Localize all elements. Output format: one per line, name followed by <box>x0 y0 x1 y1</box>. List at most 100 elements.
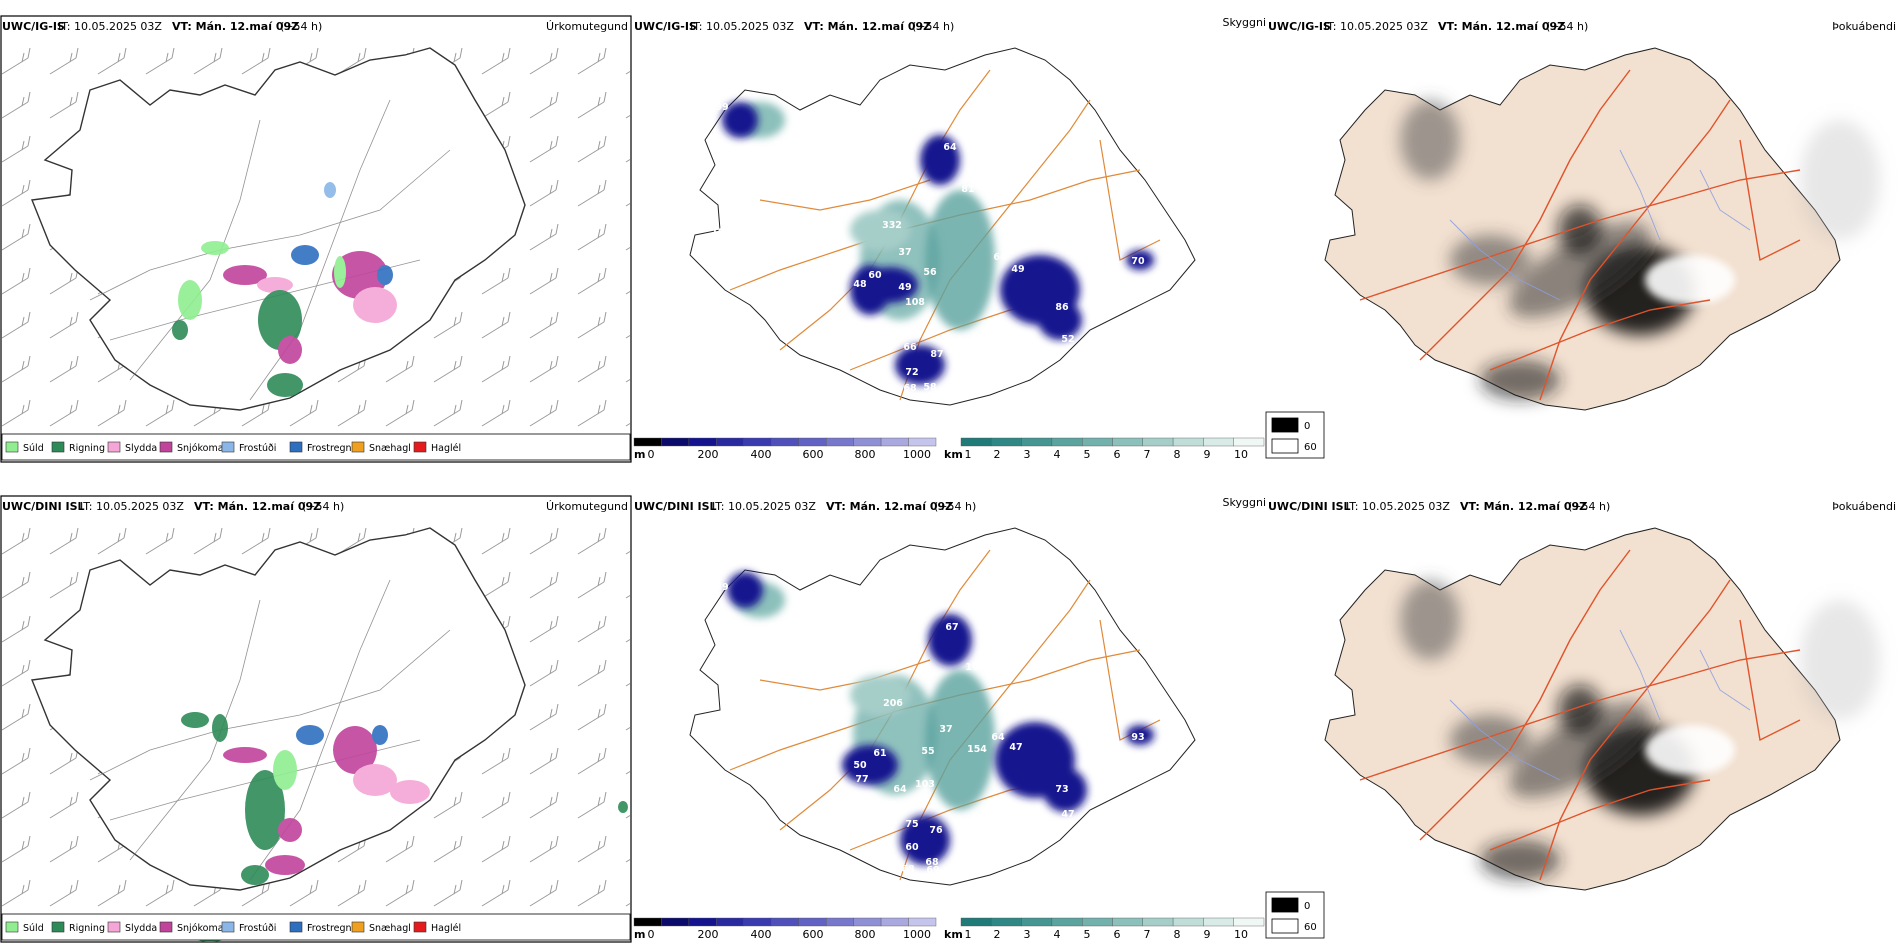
visibility-value: 64 <box>993 252 1007 263</box>
colorbar-unit: km <box>944 448 963 461</box>
precip-type-panel: Súld Rigning Slydda Snjókoma Frostúði Frostre… <box>0 495 632 943</box>
colorbar-segment <box>1172 917 1204 927</box>
colorbar-segment <box>661 917 690 927</box>
colorbar-tick: 1000 <box>903 448 931 461</box>
colorbar-segment <box>908 437 937 447</box>
visibility-value: 49 <box>898 282 911 293</box>
visibility-colorbar: km 1 2 3 4 5 6 7 8 9 10 <box>944 437 1265 461</box>
fog-panel: 0 60 <box>1265 527 1880 939</box>
colorbar-segment <box>1112 917 1143 927</box>
visibility-value: 103 <box>915 779 935 790</box>
colorbar-segment <box>1081 917 1113 927</box>
colorbar-segment <box>1142 917 1174 927</box>
visibility-value: 93 <box>1131 732 1144 743</box>
colorbar-tick: 800 <box>855 448 876 461</box>
fog-legend-swatch <box>1271 918 1299 934</box>
legend-swatch <box>159 921 173 933</box>
colorbar-segment <box>960 437 992 447</box>
iceland-outline <box>31 47 526 411</box>
colorbar-segment <box>798 917 827 927</box>
precip-legend: Súld Rigning Slydda Snjókoma Frostúði Frostre… <box>1 913 631 941</box>
colorbar-segment <box>771 917 799 927</box>
colorbar-segment <box>825 437 854 447</box>
colorbar-segment <box>1172 437 1204 447</box>
colorbar-tick: 3 <box>1024 928 1031 941</box>
visibility-value: 19 <box>803 238 816 249</box>
colorbar-tick: 6 <box>1114 928 1121 941</box>
colorbar-segment <box>908 917 937 927</box>
visibility-value: 86 <box>1055 302 1069 313</box>
legend-label: Slydda <box>125 923 157 934</box>
visibility-value: 48 <box>853 279 867 290</box>
colorbar-tick: 8 <box>1174 448 1181 461</box>
colorbar-tick: 600 <box>803 448 824 461</box>
visibility-value: 58 <box>923 382 937 393</box>
visibility-value: 73 <box>1055 784 1068 795</box>
panel-title-fog: Þokuábendi <box>1832 500 1896 513</box>
legend-swatch <box>107 921 121 933</box>
colorbar-tick: 2 <box>994 448 1001 461</box>
colorbar-tick: 400 <box>751 928 772 941</box>
valid-time: VT: Mán. 12.maí 09Z <box>826 500 953 513</box>
visibility-value: 50 <box>853 760 867 771</box>
precip-areas <box>172 182 397 397</box>
visibility-value: 37 <box>939 724 952 735</box>
colorbar-segment <box>1233 917 1265 927</box>
fog-legend-swatch <box>1271 417 1299 433</box>
colorbar-tick: 4 <box>1054 448 1061 461</box>
fog-legend-swatch <box>1271 897 1299 913</box>
legend-label: Frostúði <box>239 923 276 934</box>
colorbar-segment <box>743 437 772 447</box>
init-time: IT: 10.05.2025 03Z <box>80 500 184 513</box>
legend-swatch <box>413 921 427 933</box>
valid-time: VT: Mán. 12.maí 09Z <box>172 20 299 33</box>
legend-label: Snjókoma <box>177 923 224 934</box>
colorbar-tick: 9 <box>1204 928 1211 941</box>
colorbar-tick: 5 <box>1084 448 1091 461</box>
valid-time: VT: Mán. 12.maí 09Z <box>194 500 321 513</box>
fog-legend-label: 60 <box>1304 442 1317 453</box>
legend-swatch <box>51 441 65 453</box>
init-time: IT: 10.05.2025 03Z <box>58 20 162 33</box>
visibility-value: 64 <box>943 142 957 153</box>
visibility-value: 68 <box>768 622 782 633</box>
visibility-value: 69 <box>926 865 939 876</box>
fog-legend-label: 0 <box>1304 901 1310 912</box>
legend-label: Súld <box>23 443 44 454</box>
colorbar-tick: 800 <box>855 928 876 941</box>
colorbar-segment <box>853 437 882 447</box>
colorbar-segment <box>880 437 909 447</box>
panel-title-visibility: Skyggni <box>1223 16 1266 29</box>
model-name: UWC/DINI ISL <box>1268 500 1351 513</box>
legend-label: Snjókoma <box>177 443 224 454</box>
visibility-value: 206 <box>883 698 903 709</box>
fog-legend-swatch <box>1271 438 1299 454</box>
legend-label: Frostregn <box>307 923 352 934</box>
colorbar-unit: m <box>634 448 645 461</box>
fog-legend: 0 60 <box>1265 411 1325 459</box>
legend-swatch <box>51 921 65 933</box>
colorbar-segment <box>1142 437 1174 447</box>
visibility-value: 61 <box>873 748 886 759</box>
valid-time: VT: Mán. 12.maí 09Z <box>804 20 931 33</box>
colorbar-segment <box>688 437 717 447</box>
colorbar-segment <box>960 917 992 927</box>
visibility-value-labels: 89 68 90 206 37 61 55 64 154 47 50 77 64 103 59 73 47 75 7… <box>715 582 1144 876</box>
model-name: UWC/DINI ISL <box>2 500 85 513</box>
visibility-value: 77 <box>855 774 868 785</box>
colorbar-tick: 2 <box>994 928 1001 941</box>
visibility-value: 66 <box>903 342 917 353</box>
colorbar-segment <box>743 917 772 927</box>
legend-swatch <box>289 921 303 933</box>
visibility-value: 64 <box>893 784 907 795</box>
colorbar-segment <box>880 917 909 927</box>
visibility-value: 90 <box>833 704 847 715</box>
legend-swatch <box>289 441 303 453</box>
legend-label: Frostúði <box>239 443 276 454</box>
legend-swatch <box>5 441 19 453</box>
colorbar-tick: 7 <box>1144 448 1151 461</box>
model-name: UWC/IG-IS <box>634 20 697 33</box>
legend-label: Snæhagl <box>369 923 411 934</box>
visibility-value: 73 <box>773 140 786 151</box>
colorbar-tick: 0 <box>648 928 655 941</box>
